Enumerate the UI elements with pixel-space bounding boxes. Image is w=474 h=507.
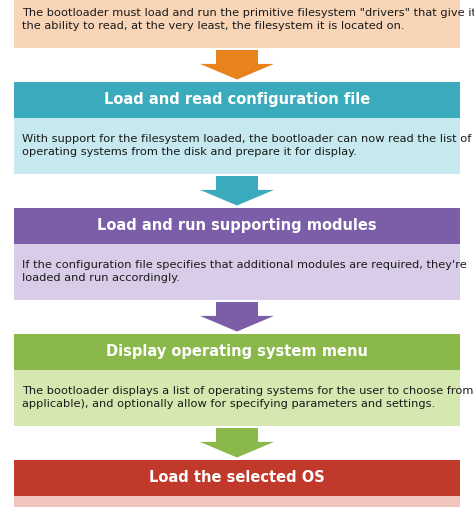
Text: Display operating system menu: Display operating system menu <box>106 344 368 359</box>
FancyBboxPatch shape <box>14 370 460 425</box>
Text: If the configuration file specifies that additional modules are required, they'r: If the configuration file specifies that… <box>22 260 467 283</box>
FancyBboxPatch shape <box>14 0 460 48</box>
FancyBboxPatch shape <box>14 459 460 495</box>
Text: Load and run supporting modules: Load and run supporting modules <box>97 218 377 233</box>
Text: Load the selected OS: Load the selected OS <box>149 470 325 485</box>
Polygon shape <box>200 316 274 332</box>
Polygon shape <box>216 50 258 64</box>
Text: With support for the filesystem loaded, the bootloader can now read the list of
: With support for the filesystem loaded, … <box>22 134 472 157</box>
Polygon shape <box>200 442 274 457</box>
Text: Load and read configuration file: Load and read configuration file <box>104 92 370 107</box>
Polygon shape <box>200 64 274 80</box>
Polygon shape <box>216 302 258 316</box>
Text: The bootloader must load and run the primitive filesystem "drivers" that give it: The bootloader must load and run the pri… <box>22 8 474 31</box>
FancyBboxPatch shape <box>14 495 460 507</box>
Polygon shape <box>216 427 258 442</box>
FancyBboxPatch shape <box>14 82 460 118</box>
FancyBboxPatch shape <box>14 118 460 173</box>
FancyBboxPatch shape <box>14 334 460 370</box>
FancyBboxPatch shape <box>14 207 460 243</box>
Polygon shape <box>216 175 258 190</box>
FancyBboxPatch shape <box>14 243 460 300</box>
Polygon shape <box>200 190 274 205</box>
Text: The bootloader displays a list of operating systems for the user to choose from : The bootloader displays a list of operat… <box>22 386 474 409</box>
